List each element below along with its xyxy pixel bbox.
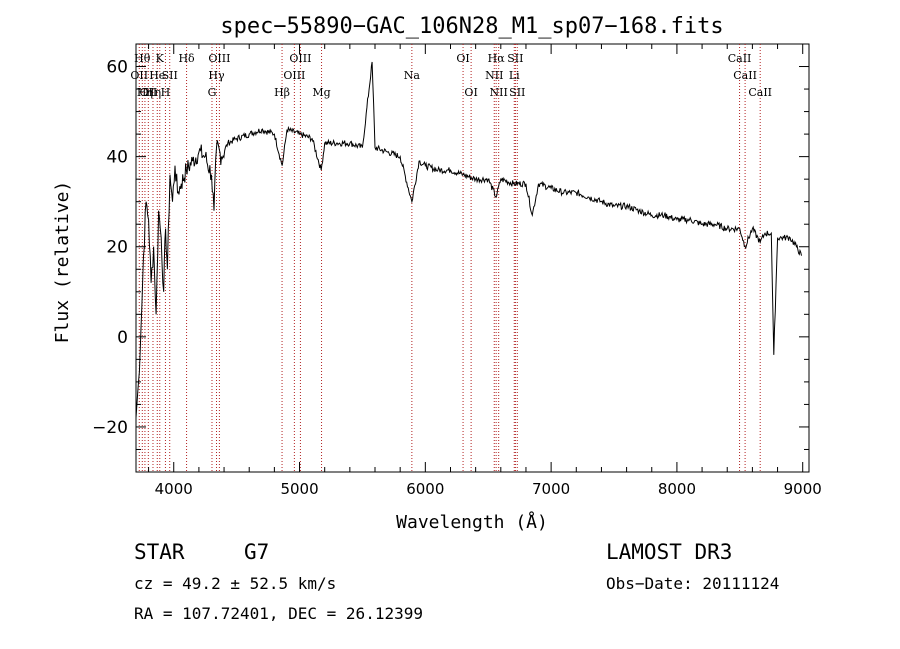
line-marker-label-3: OІІ [139,86,157,99]
y-axis-ticks: −20 0 20 40 60 [92,58,809,473]
emission-line-markers [138,44,761,472]
redshift-value: cz = 49.2 ± 52.5 km/s [134,574,337,593]
line-marker-label-9: Hδ [178,52,195,65]
y-axis-label: Flux (relative) [52,181,73,344]
line-marker-label-10: G [208,86,217,99]
line-marker-label-4: Hη [145,86,161,99]
line-marker-label-18: OI [456,52,469,65]
line-marker-label-21: Hα [488,52,506,65]
line-marker-label-0: OII [130,69,148,82]
x-axis-label: Wavelength (Å) [396,511,548,533]
line-marker-label-16: Mg [312,86,330,99]
line-marker-label-22: NII [490,86,508,99]
x-tick-label-2: 6000 [406,480,444,498]
line-marker-label-15: OIII [289,52,311,65]
coordinates: RA = 107.72401, DEC = 26.12399 [134,604,423,623]
y-tick-label-4: 60 [106,58,128,78]
line-marker-label-27: CaII [733,69,757,82]
plot-frame [135,43,810,473]
line-marker-label-6: K [156,52,165,65]
line-marker-label-11: Hγ [208,69,225,82]
line-marker-label-7: H [161,86,171,99]
object-subclass: G7 [244,540,270,564]
x-axis-ticks: 4000 5000 6000 7000 8000 9000 [148,44,822,498]
line-marker-label-13: Hβ [274,86,290,99]
line-marker-label-28: CaII [748,86,772,99]
line-marker-label-8: SII [162,69,178,82]
x-tick-label-3: 7000 [532,480,570,498]
line-marker-label-19: OI [464,86,477,99]
object-class: STAR [134,540,185,564]
line-marker-label-23: Li [509,69,520,82]
flux-series-line [135,61,802,418]
chart-title: spec−55890−GAC_106N28_M1_sp07−168.fits [220,14,723,39]
obs-date: Obs−Date: 20111124 [606,574,780,593]
line-marker-label-25: SII [509,86,525,99]
line-marker-label-14: OIII [283,69,305,82]
y-tick-label-2: 20 [106,238,128,258]
y-tick-label-0: −20 [92,418,128,438]
x-tick-label-1: 5000 [280,480,318,498]
line-marker-label-26: CaII [728,52,752,65]
x-tick-label-5: 9000 [784,480,822,498]
y-tick-label-1: 0 [117,328,128,348]
line-marker-label-20: NII [485,69,503,82]
line-marker-label-1: Hθ [134,52,151,65]
x-tick-label-0: 4000 [155,480,193,498]
line-marker-label-12: OIII [208,52,230,65]
emission-line-labels: OIIHθHηOІІHηHeKHSIIHδGHγOIIIHβOIIIOIIIMg… [130,52,772,99]
x-tick-label-4: 8000 [658,480,696,498]
y-tick-label-3: 40 [106,148,128,168]
line-marker-label-5: He [149,69,165,82]
line-marker-label-17: Na [404,69,421,82]
line-marker-label-24: SII [507,52,523,65]
survey-name: LAMOST DR3 [606,540,733,564]
